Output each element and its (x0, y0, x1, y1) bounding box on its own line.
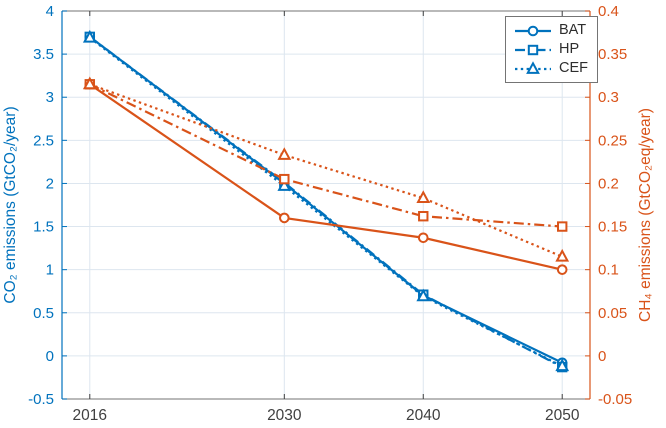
x-tick-label: 2030 (267, 407, 302, 424)
right-tick-label: 0 (598, 348, 606, 365)
right-tick-label: 0.35 (598, 46, 627, 63)
series-line (89, 83, 563, 258)
right-axis-title: CH₄ emissions (GtCO₂eq/year) (637, 108, 654, 322)
square-marker (557, 221, 568, 232)
series-cef-ch4 (82, 76, 570, 262)
circle-marker (279, 212, 290, 224)
series-bat-ch4 (84, 78, 568, 275)
series-line (89, 36, 563, 368)
left-tick-label: 1 (46, 262, 54, 279)
right-tick-label: -0.05 (598, 391, 632, 408)
legend-label: CEF (559, 60, 588, 76)
legend-line-sample (515, 44, 551, 55)
left-tick-label: -0.5 (28, 391, 54, 408)
right-tick-label: 0.4 (598, 3, 619, 20)
series-line (89, 35, 563, 364)
circle-marker (417, 232, 429, 244)
data-series (82, 29, 570, 373)
gridlines (62, 10, 590, 400)
legend-line-sample (515, 25, 551, 36)
series-line (89, 35, 563, 369)
right-tick-label: 0.2 (598, 175, 619, 192)
series-hp-ch4 (84, 79, 568, 232)
series-line (89, 83, 563, 271)
square-marker (279, 173, 290, 185)
legend: BAT HP CEF (505, 16, 598, 83)
series-cef-co2 (82, 29, 570, 372)
square-marker (527, 44, 539, 55)
right-tick-label: 0.3 (598, 89, 619, 106)
circle-marker (527, 25, 539, 36)
x-tick-label: 2050 (545, 407, 580, 424)
left-tick-label: 0 (46, 348, 54, 365)
left-tick-label: 4 (46, 3, 54, 20)
right-tick-label: 0.05 (598, 305, 627, 322)
triangle-marker (526, 60, 540, 74)
legend-item-bat: BAT (513, 21, 588, 40)
legend-label: BAT (559, 22, 587, 38)
left-tick-label: 2 (46, 175, 54, 192)
left-tick-label: 2.5 (33, 132, 54, 149)
triangle-marker (416, 190, 431, 204)
legend-item-cef: CEF (513, 59, 588, 78)
left-axis-title: CO₂ emissions (GtCO₂/year) (2, 106, 19, 303)
x-tick-label: 2016 (73, 407, 107, 424)
series-line (89, 83, 563, 228)
left-tick-label: 0.5 (33, 305, 54, 322)
left-tick-label: 3 (46, 89, 54, 106)
legend-label: HP (559, 41, 580, 57)
triangle-marker (555, 248, 570, 262)
axis-ticks (62, 10, 590, 400)
circle-marker (556, 264, 568, 275)
triangle-marker (277, 147, 292, 160)
x-tick-label: 2040 (406, 407, 441, 424)
triangle-marker (82, 76, 97, 90)
triangle-marker (416, 288, 431, 302)
triangle-marker (277, 178, 292, 191)
left-tick-label: 3.5 (33, 46, 54, 63)
left-tick-label: 1.5 (33, 219, 54, 236)
legend-line-sample (515, 60, 551, 74)
series-hp-co2 (84, 31, 568, 373)
square-marker (418, 211, 429, 222)
triangle-marker (82, 29, 97, 43)
right-tick-label: 0.1 (598, 262, 619, 279)
right-tick-label: 0.25 (598, 132, 627, 149)
triangle-marker (555, 358, 570, 372)
right-tick-label: 0.15 (598, 219, 627, 236)
axis-tick-labels: -0.5 0 0.5 1 1.5 2 2.5 3 3.5 4 -0.05 0 0.05 0.1 0.15 0.… (28, 3, 632, 424)
series-bat-co2 (84, 31, 568, 369)
legend-item-hp: HP (513, 40, 588, 59)
